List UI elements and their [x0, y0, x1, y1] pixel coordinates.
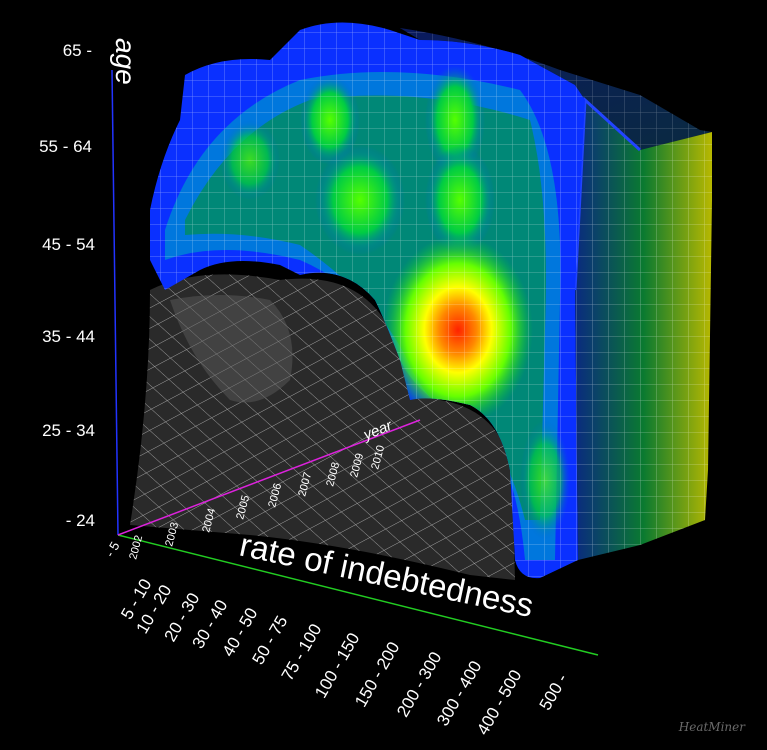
x-tick-label: 400 - 500 [473, 667, 525, 739]
x-tick-label: 500 - [536, 671, 572, 714]
x-tick-label: 150 - 200 [351, 639, 403, 711]
y-tick-label: 25 - 34 [42, 421, 95, 440]
y-tick-label: 65 - [63, 41, 92, 60]
x-axis-line [117, 534, 599, 656]
base-mesh [130, 274, 515, 580]
y-axis-line [111, 69, 119, 536]
y-ticks: - 24 25 - 34 35 - 44 45 - 54 55 - 64 65 … [39, 41, 95, 530]
y-tick-label: 45 - 54 [42, 235, 95, 254]
side-face [573, 96, 712, 560]
x-tick-label: 300 - 400 [433, 658, 485, 730]
top-face [400, 28, 712, 150]
z-axis-line [117, 419, 421, 536]
y-tick-label: - 24 [66, 511, 95, 530]
y-axis-title: age [110, 38, 141, 85]
y-tick-label: 35 - 44 [42, 327, 95, 346]
y-tick-label: 55 - 64 [39, 137, 92, 156]
watermark: HeatMiner [678, 720, 745, 734]
x-tick-label: 200 - 300 [393, 649, 445, 721]
x-tick-label: - 5 [102, 539, 123, 560]
axes [111, 69, 599, 656]
